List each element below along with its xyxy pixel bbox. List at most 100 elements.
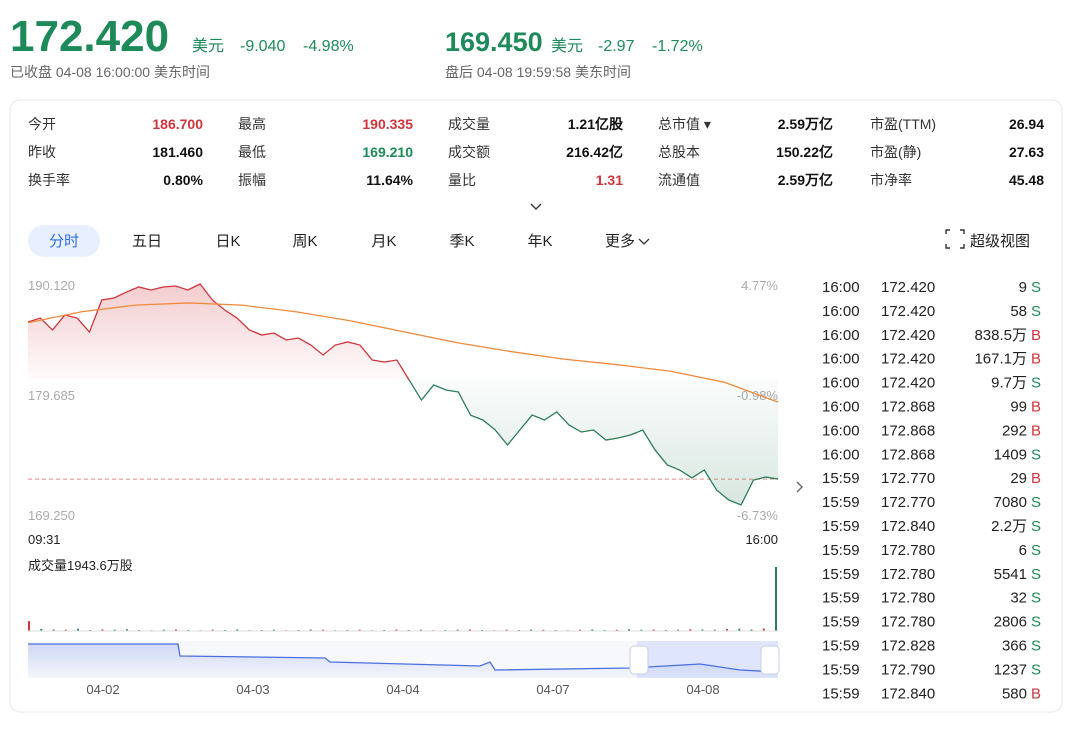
volume-bar <box>211 629 214 631</box>
tab[interactable]: 月K <box>371 233 396 250</box>
volume-bar <box>52 629 55 631</box>
change: -9.040 <box>240 38 285 55</box>
volume-bar <box>579 629 582 631</box>
navigator-line <box>28 643 779 673</box>
navigator-handle[interactable] <box>760 645 780 675</box>
volume-bar <box>726 629 729 631</box>
stat-value: 2.59万亿 <box>778 172 833 188</box>
trade-price: 172.420 <box>881 303 935 320</box>
trade-side: S <box>1031 494 1041 511</box>
volume-bar <box>505 629 508 631</box>
volume-bar <box>456 629 459 631</box>
tab[interactable]: 分时 <box>49 233 79 250</box>
volume-bar <box>542 629 545 631</box>
trade-price: 172.770 <box>881 470 935 487</box>
stat-value: 181.460 <box>152 144 203 160</box>
trade-side: S <box>1031 638 1041 655</box>
tab[interactable]: 日K <box>215 233 240 250</box>
trade-time: 16:00 <box>822 446 860 463</box>
super-view[interactable]: 超级视图 <box>970 233 1030 250</box>
stat-value: 1.31 <box>596 172 623 188</box>
trade-side: S <box>1031 446 1041 463</box>
stat-label: 最高 <box>238 116 266 132</box>
trade-volume: 32 <box>1010 590 1027 607</box>
tab-selected-bg <box>28 225 100 257</box>
stat-label: 总股本 <box>658 144 700 160</box>
volume-bar <box>713 629 716 631</box>
volume-bar <box>28 621 30 631</box>
after-change: -2.97 <box>598 38 635 55</box>
stat-label: 量比 <box>448 172 476 188</box>
trade-price: 172.420 <box>881 375 935 392</box>
trade-volume: 5541 <box>994 566 1027 583</box>
trade-volume: 99 <box>1010 399 1027 416</box>
navigator-area <box>28 644 778 678</box>
stat-value: 216.42亿 <box>566 144 623 160</box>
trade-time: 15:59 <box>822 494 860 511</box>
stat-label: 换手率 <box>28 172 70 188</box>
trade-side: S <box>1031 661 1041 678</box>
price: 172.420 <box>10 12 169 61</box>
y-tick-label: 179.685 <box>28 388 75 403</box>
tab[interactable]: 五日 <box>132 233 162 250</box>
volume-label: 成交量1943.6万股 <box>28 558 133 573</box>
trade-time: 15:59 <box>822 470 860 487</box>
status: 已收盘 04-08 16:00:00 美东时间 <box>10 64 210 80</box>
after-status: 盘后 04-08 19:59:58 美东时间 <box>445 64 631 80</box>
trade-side: B <box>1031 399 1041 416</box>
stat-label: 昨收 <box>28 144 56 160</box>
trade-volume: 7080 <box>994 494 1027 511</box>
tab[interactable]: 季K <box>449 233 474 250</box>
navigator-date: 04-07 <box>536 682 569 697</box>
volume-bar <box>468 629 471 631</box>
volume-bar <box>174 629 177 631</box>
trade-time: 15:59 <box>822 685 860 702</box>
price-area <box>28 284 778 505</box>
navigator-date: 04-02 <box>86 682 119 697</box>
stat-label: 最低 <box>238 144 266 160</box>
dropdown-icon[interactable] <box>638 238 650 245</box>
trade-volume: 838.5万 <box>974 327 1027 344</box>
navigator-date: 04-04 <box>386 682 419 697</box>
volume-bar <box>64 629 67 631</box>
stat-label: 成交量 <box>448 116 490 132</box>
arrow-icon[interactable] <box>796 481 803 493</box>
trade-volume: 1237 <box>994 661 1027 678</box>
trade-price: 172.868 <box>881 422 935 439</box>
tab[interactable]: 年K <box>527 233 552 250</box>
trade-time: 15:59 <box>822 614 860 631</box>
volume-bar <box>652 629 655 631</box>
trade-time: 16:00 <box>822 351 860 368</box>
trade-side: S <box>1031 375 1041 392</box>
tab[interactable]: 更多 <box>605 233 635 250</box>
volume-bar <box>615 629 618 631</box>
trade-time: 16:00 <box>822 327 860 344</box>
trade-side: S <box>1031 542 1041 559</box>
tab[interactable]: 周K <box>292 233 317 250</box>
stat-label: 流通值 <box>658 172 700 188</box>
price-line <box>27 283 779 506</box>
trade-price: 172.780 <box>881 614 935 631</box>
stat-value: 2.59万亿 <box>778 116 833 132</box>
super-view-icon[interactable] <box>945 229 965 249</box>
volume-bar <box>358 629 361 631</box>
volume-bar <box>701 629 704 631</box>
navigator-handle[interactable] <box>629 645 649 675</box>
stat-value: 11.64% <box>366 172 413 188</box>
expand-icon[interactable] <box>530 203 542 210</box>
stat-label: 成交额 <box>448 144 490 160</box>
stat-label: 振幅 <box>238 172 266 188</box>
stat-value: 26.94 <box>1009 116 1044 132</box>
trade-side: S <box>1031 614 1041 631</box>
stat-label: 总市值 ▾ <box>658 116 711 132</box>
trade-price: 172.420 <box>881 279 935 296</box>
average-line <box>27 302 779 403</box>
after-price: 169.450 <box>445 27 543 57</box>
trade-price: 172.790 <box>881 661 935 678</box>
trade-side: S <box>1031 303 1041 320</box>
trade-volume: 58 <box>1010 303 1027 320</box>
volume-bar <box>419 629 422 631</box>
trade-volume: 1409 <box>994 446 1027 463</box>
volume-bar <box>162 629 165 631</box>
trade-time: 15:59 <box>822 590 860 607</box>
